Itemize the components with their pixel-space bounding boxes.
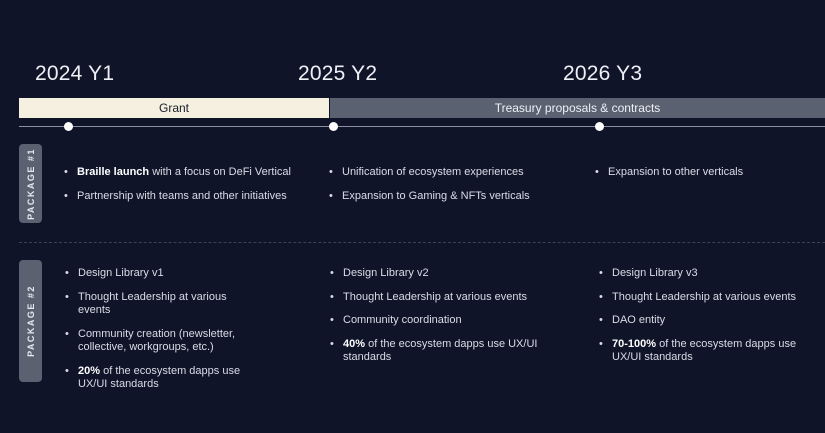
timeline-line xyxy=(19,126,825,127)
list-item: Expansion to Gaming & NFTs verticals xyxy=(329,190,579,204)
list-item-text: Thought Leadership at various events xyxy=(343,290,528,303)
package-1-label: PACKAGE #1 xyxy=(25,147,36,220)
package-1-column-y3: Expansion to other verticals xyxy=(595,166,815,190)
list-item-text: DAO entity xyxy=(612,314,666,326)
list-item-text: Design Library v1 xyxy=(78,267,164,279)
list-item-text: Thought Leadership at various events xyxy=(612,290,797,303)
list-item: Unification of ecosystem experiences xyxy=(329,166,579,180)
list-item: Design Library v2 xyxy=(330,267,540,281)
year-label-y2: 2025 Y2 xyxy=(298,62,378,85)
list-item-highlight: 40% xyxy=(343,337,366,350)
list-item: Community creation (newsletter, collecti… xyxy=(65,328,250,355)
timeline-dot-y1 xyxy=(64,122,73,131)
list-item-text: Community coordination xyxy=(343,314,462,326)
package-1-column-y1: Braille launch with a focus on DeFi Vert… xyxy=(64,166,309,213)
list-item: 40% of the ecosystem dapps use UX/UI sta… xyxy=(330,338,540,365)
timeline-dot-y2 xyxy=(329,122,338,131)
list-item-text: with a focus on DeFi Vertical xyxy=(149,166,291,178)
list-item-text: Design Library v3 xyxy=(612,267,698,279)
package-2-column-y2: Design Library v2 Thought Leadership at v… xyxy=(330,267,540,375)
list-item-text: of the ecosystem dapps use UX/UI standar… xyxy=(612,337,797,364)
list-item-highlight: 20% xyxy=(78,364,101,377)
list-item: 70-100% of the ecosystem dapps use UX/UI… xyxy=(599,338,814,365)
list-item-text: of the ecosystem dapps use UX/UI standar… xyxy=(343,337,538,364)
list-item: Thought Leadership at various events xyxy=(330,291,540,305)
package-1-column-y2: Unification of ecosystem experiences Expa… xyxy=(329,166,579,213)
package-2-column-y3: Design Library v3 Thought Leadership at v… xyxy=(599,267,814,375)
list-item-text: Unification of ecosystem experiences xyxy=(342,166,524,178)
list-item: Expansion to other verticals xyxy=(595,166,815,180)
list-item: Thought Leadership at various events xyxy=(599,291,814,305)
package-separator xyxy=(19,242,825,243)
package-2-column-y1: Design Library v1 Thought Leadership at v… xyxy=(65,267,250,402)
year-label-y1: 2024 Y1 xyxy=(35,62,115,85)
list-item-text: Expansion to other verticals xyxy=(608,166,744,178)
list-item: Braille launch with a focus on DeFi Vert… xyxy=(64,166,309,180)
package-2-tab: PACKAGE #2 xyxy=(19,260,42,382)
list-item-text: Design Library v2 xyxy=(343,267,429,279)
list-item-text: of the ecosystem dapps use UX/UI standar… xyxy=(78,364,241,391)
list-item: Partnership with teams and other initiat… xyxy=(64,190,309,204)
list-item: Design Library v3 xyxy=(599,267,814,281)
package-2-label: PACKAGE #2 xyxy=(25,285,36,357)
list-item-text: Thought Leadership at various events xyxy=(78,290,227,317)
package-1-tab: PACKAGE #1 xyxy=(19,144,42,223)
list-item-highlight: 70-100% xyxy=(612,337,657,350)
year-label-y3: 2026 Y3 xyxy=(563,62,643,85)
list-item-text: Expansion to Gaming & NFTs verticals xyxy=(342,189,530,202)
list-item: Community coordination xyxy=(330,314,540,328)
list-item-text: Community creation (newsletter, collecti… xyxy=(78,327,236,354)
treasury-phase-bar: Treasury proposals & contracts xyxy=(330,98,825,118)
list-item: Thought Leadership at various events xyxy=(65,291,250,318)
list-item: DAO entity xyxy=(599,314,814,328)
timeline-dot-y3 xyxy=(595,122,604,131)
list-item-text: Partnership with teams and other initiat… xyxy=(77,189,287,202)
list-item: Design Library v1 xyxy=(65,267,250,281)
list-item: 20% of the ecosystem dapps use UX/UI sta… xyxy=(65,365,250,392)
grant-phase-bar: Grant xyxy=(19,98,329,118)
list-item-highlight: Braille launch xyxy=(77,166,150,178)
